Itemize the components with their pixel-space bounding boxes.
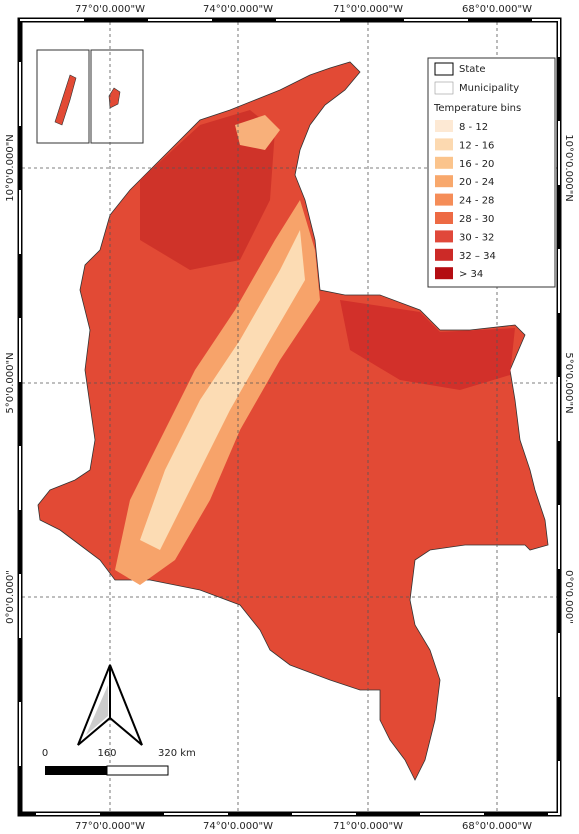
legend-swatch: [435, 138, 453, 151]
legend-swatch: [435, 193, 453, 206]
caribbean-lowlands: [140, 110, 275, 270]
latitude-label: 10°0'0.000"N: [563, 134, 574, 202]
north-arrow: [77, 664, 143, 746]
scale-bar-segment: [45, 766, 107, 775]
legend-swatch: [435, 156, 453, 169]
legend-swatch: [435, 230, 453, 243]
legend-bins: 8 - 12 12 - 16 16 - 20 20 - 24 24 - 28 28 - 3…: [435, 120, 496, 280]
scale-label: 320 km: [158, 748, 196, 759]
scale-label: 160: [97, 748, 116, 759]
legend-swatch: [434, 62, 454, 76]
legend-swatch: [435, 212, 453, 224]
island: [54, 74, 77, 126]
legend-label: 12 - 16: [459, 140, 494, 151]
legend-swatch: [435, 248, 453, 261]
scale-bar-segment: [106, 765, 169, 776]
scale-label: 0: [42, 748, 48, 759]
graticule: 77°0'0.000"W 77°0'0.000"W 74°0'0.000"W 74°0…: [5, 4, 574, 832]
latitude-label: 0°0'0.000": [563, 570, 574, 624]
legend-label: 8 - 12: [459, 122, 488, 133]
legend-swatch: [435, 175, 453, 188]
sierra-nevada: [235, 115, 280, 150]
longitude-label: 71°0'0.000"W: [333, 4, 403, 15]
longitude-label: 68°0'0.000"W: [462, 821, 532, 832]
longitude-label: 74°0'0.000"W: [203, 4, 273, 15]
northeast-plains: [340, 300, 515, 390]
longitude-label: 71°0'0.000"W: [333, 821, 403, 832]
legend-label: 24 - 28: [459, 196, 494, 207]
legend-title: Temperature bins: [433, 103, 521, 114]
latitude-label: 10°0'0.000"N: [5, 134, 16, 202]
longitude-label: 68°0'0.000"W: [462, 4, 532, 15]
latitude-label: 0°0'0.000": [5, 570, 16, 624]
longitude-label: 74°0'0.000"W: [203, 821, 273, 832]
legend-label: Municipality: [459, 83, 519, 94]
legend-swatch: [434, 81, 454, 95]
legend-label: State: [459, 64, 485, 75]
legend-label: 20 - 24: [459, 177, 494, 188]
legend-swatch: [435, 120, 453, 132]
legend-label: 16 - 20: [459, 159, 494, 170]
latitude-label: 5°0'0.000"N: [5, 352, 16, 413]
highlands-core: [140, 230, 305, 550]
frame: [19, 19, 560, 815]
longitude-label: 77°0'0.000"W: [75, 821, 145, 832]
legend-label: 30 - 32: [459, 232, 494, 243]
legend-label: 28 - 30: [459, 214, 494, 225]
legend-label: > 34: [459, 269, 483, 280]
legend-swatch: [435, 267, 453, 280]
legend-label: 32 – 34: [459, 251, 496, 262]
latitude-label: 5°0'0.000"N: [563, 352, 574, 413]
longitude-label: 77°0'0.000"W: [75, 4, 145, 15]
